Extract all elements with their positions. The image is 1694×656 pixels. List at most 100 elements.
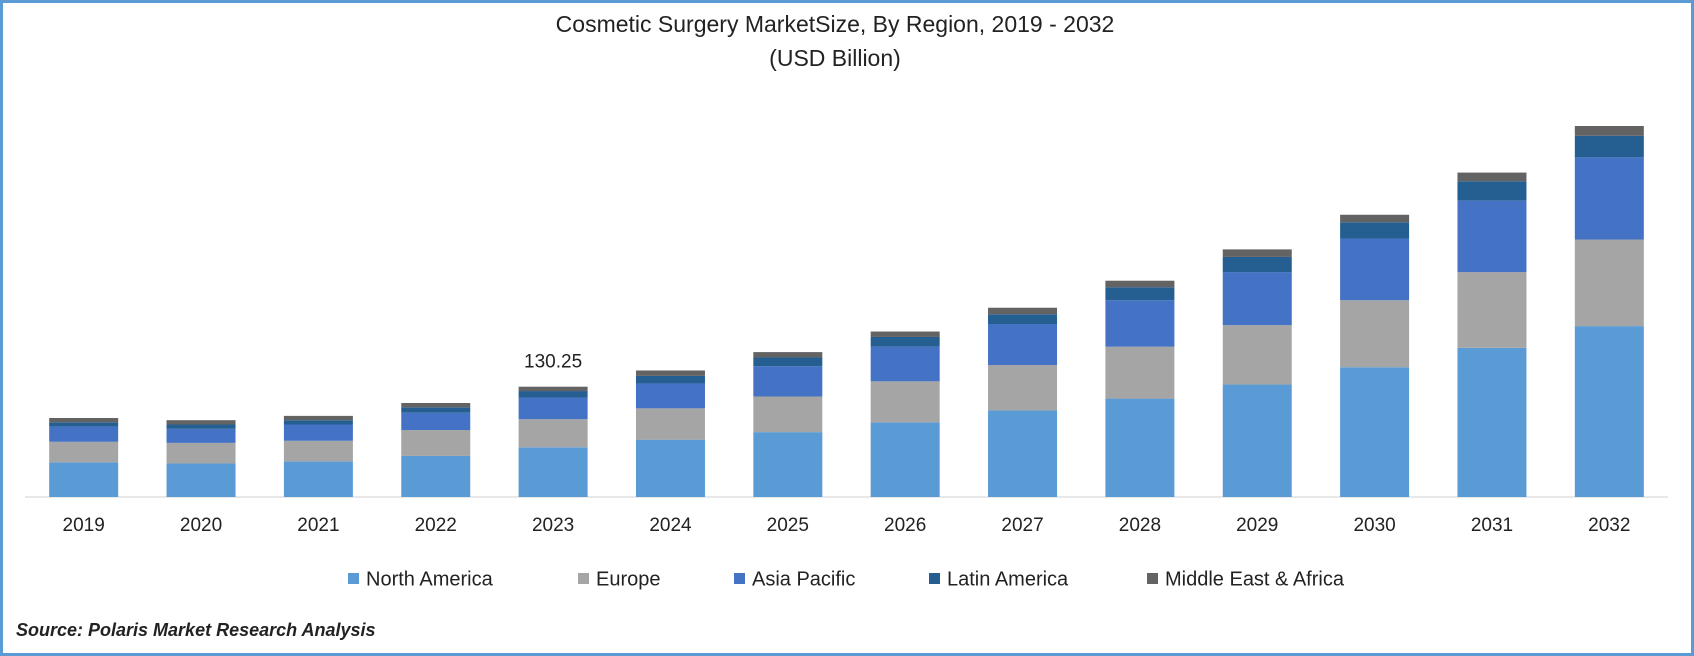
legend-label: Middle East & Africa <box>1165 568 1345 590</box>
bar-segment <box>518 397 588 420</box>
legend-label: North America <box>366 568 494 590</box>
bar-segment <box>1457 272 1527 348</box>
legend-label: Asia Pacific <box>752 568 855 590</box>
bar-segment <box>401 407 471 413</box>
x-tick-label: 2028 <box>1119 515 1161 536</box>
bar-segment <box>1340 222 1410 239</box>
bar-segment <box>1574 157 1644 240</box>
bar-segment <box>753 396 823 433</box>
bar-segment <box>1457 200 1527 273</box>
bar-segment <box>166 428 236 443</box>
bar-segment <box>635 370 705 376</box>
bar-segment <box>49 441 119 463</box>
bar-segment <box>1574 126 1644 136</box>
bar-segment <box>1222 249 1292 257</box>
bar-segment <box>401 430 471 456</box>
bar-segment <box>1105 280 1175 288</box>
legend-swatch <box>348 573 359 584</box>
legend-label: Europe <box>596 568 661 590</box>
legend-swatch <box>578 573 589 584</box>
bar-segment <box>49 426 119 442</box>
bar-segment <box>1105 346 1175 399</box>
bar-segment <box>166 420 236 425</box>
chart-title: Cosmetic Surgery MarketSize, By Region, … <box>556 11 1115 37</box>
legend-label: Latin America <box>947 568 1069 590</box>
bar-segment <box>988 410 1058 497</box>
bar-segment <box>49 462 119 497</box>
source-note: Source: Polaris Market Research Analysis <box>16 620 376 640</box>
bar-segment <box>753 432 823 497</box>
x-tick-label: 2027 <box>1001 515 1043 536</box>
x-tick-label: 2025 <box>767 515 809 536</box>
x-tick-label: 2031 <box>1471 515 1513 536</box>
bar-segment <box>1105 398 1175 497</box>
bar-segment <box>1340 238 1410 301</box>
bar-segment <box>753 352 823 358</box>
bar-segment <box>401 403 471 408</box>
legend-swatch <box>734 573 745 584</box>
bar-segment <box>1340 214 1410 223</box>
bar-segment <box>518 386 588 392</box>
bar-segment <box>870 331 940 337</box>
x-tick-label: 2029 <box>1236 515 1278 536</box>
x-tick-label: 2026 <box>884 515 926 536</box>
bar-segment <box>166 424 236 429</box>
bar-segment <box>518 391 588 398</box>
bar-segment <box>988 365 1058 411</box>
bar-segment <box>988 323 1058 366</box>
bar-segment <box>635 408 705 440</box>
bar-segment <box>1340 367 1410 497</box>
bar-segment <box>49 422 119 427</box>
bar-segment <box>1457 181 1527 201</box>
bar-segment <box>753 366 823 397</box>
bar-segment <box>49 417 119 423</box>
bar-segment <box>1222 384 1292 497</box>
x-tick-label: 2021 <box>297 515 339 536</box>
bar-segment <box>635 439 705 497</box>
bar-segment <box>870 381 940 423</box>
bar-segment <box>401 455 471 497</box>
bar-segment <box>635 375 705 384</box>
bar-segment <box>988 307 1058 315</box>
bar-segment <box>283 415 353 421</box>
bar-segment <box>166 463 236 497</box>
bar-segment <box>283 420 353 425</box>
bar-segment <box>870 346 940 382</box>
bar-segment <box>1340 300 1410 368</box>
bar-segment <box>1574 326 1644 497</box>
bar-segment <box>1222 272 1292 326</box>
bar-segment <box>1222 325 1292 385</box>
x-tick-label: 2030 <box>1353 515 1395 536</box>
x-tick-label: 2023 <box>532 515 574 536</box>
x-tick-label: 2032 <box>1588 515 1630 536</box>
bar-segment <box>1457 172 1527 182</box>
bar-segment <box>401 412 471 431</box>
bar-segment <box>753 357 823 367</box>
x-tick-label: 2024 <box>649 515 692 536</box>
bar-segment <box>518 419 588 448</box>
bar-segment <box>1574 239 1644 327</box>
bar-segment <box>283 424 353 441</box>
x-tick-label: 2022 <box>415 515 457 536</box>
total-label: 130.25 <box>524 352 582 373</box>
bar-segment <box>283 461 353 497</box>
x-tick-label: 2020 <box>180 515 222 536</box>
bar-segment <box>635 383 705 409</box>
bar-segment <box>1574 135 1644 158</box>
bar-segment <box>283 440 353 462</box>
bar-segment <box>870 336 940 347</box>
bar-segment <box>1457 347 1527 497</box>
bar-segment <box>1222 256 1292 273</box>
x-tick-label: 2019 <box>63 515 105 536</box>
bar-segment <box>870 422 940 497</box>
chart-subtitle: (USD Billion) <box>769 45 901 71</box>
bar-segment <box>988 314 1058 324</box>
legend-swatch <box>1147 573 1158 584</box>
bar-segment <box>1105 300 1175 347</box>
bar-segment <box>1105 287 1175 301</box>
legend-swatch <box>929 573 940 584</box>
bar-segment <box>166 442 236 464</box>
bar-segment <box>518 447 588 497</box>
